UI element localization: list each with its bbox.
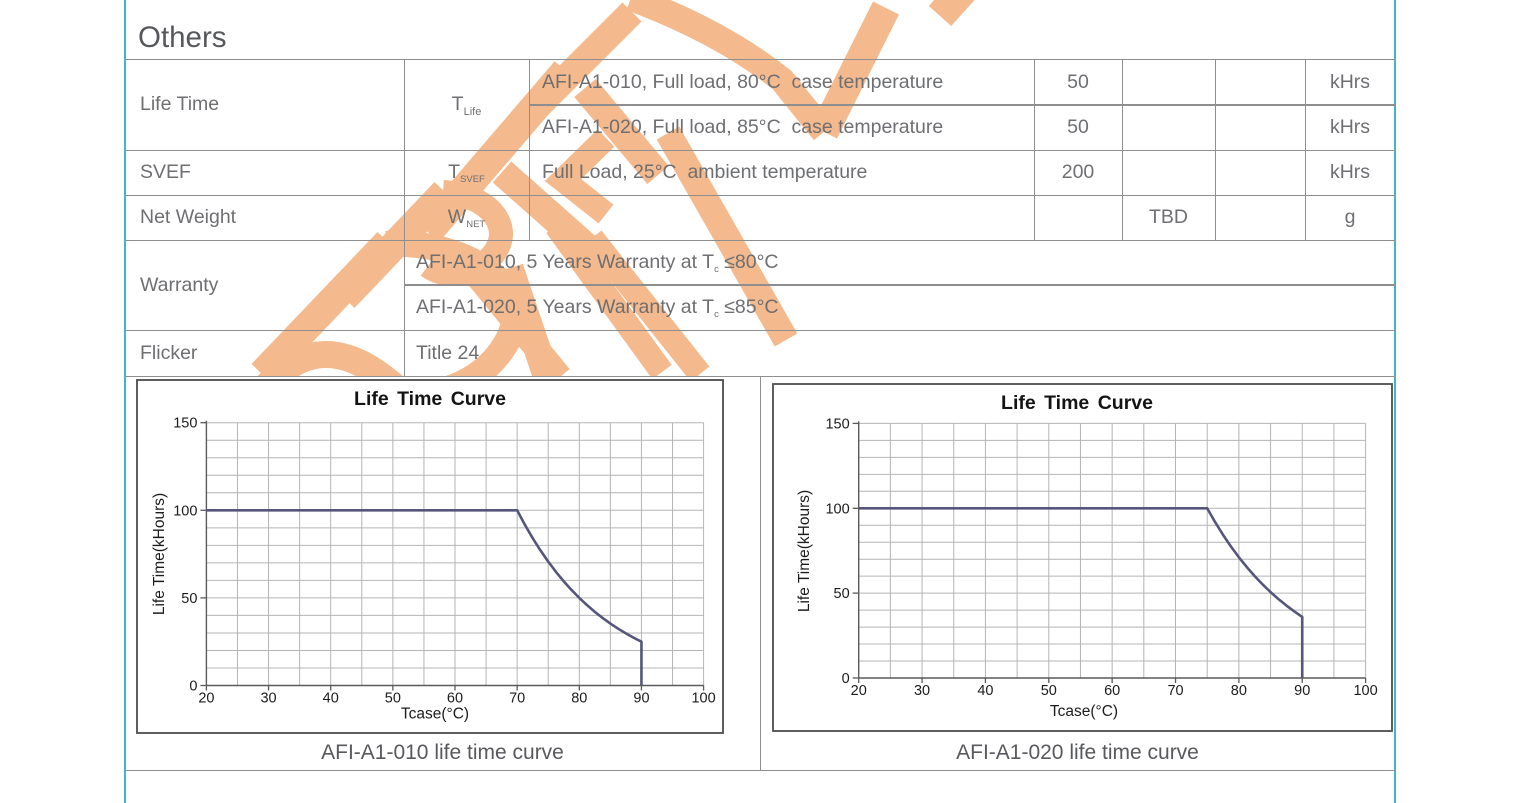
- svg-text:0: 0: [842, 671, 850, 687]
- svg-text:50: 50: [1041, 683, 1057, 699]
- svg-text:50: 50: [181, 591, 197, 607]
- svg-text:150: 150: [173, 416, 197, 432]
- svg-text:100: 100: [691, 691, 715, 707]
- svg-text:90: 90: [1294, 683, 1310, 699]
- svg-text:Life Time(kHours): Life Time(kHours): [796, 490, 813, 612]
- svg-text:70: 70: [509, 691, 525, 707]
- svg-text:80: 80: [571, 691, 587, 707]
- svg-text:60: 60: [447, 691, 463, 707]
- svg-text:20: 20: [851, 683, 867, 699]
- svg-text:60: 60: [1104, 683, 1120, 699]
- svg-text:50: 50: [385, 691, 401, 707]
- svg-text:90: 90: [633, 691, 649, 707]
- svg-text:Life Time Curve: Life Time Curve: [1001, 392, 1153, 414]
- svg-text:150: 150: [825, 416, 849, 432]
- svg-text:30: 30: [260, 691, 276, 707]
- svg-text:30: 30: [914, 683, 930, 699]
- svg-text:Life Time Curve: Life Time Curve: [354, 388, 506, 410]
- svg-text:70: 70: [1167, 683, 1183, 699]
- svg-text:100: 100: [1353, 683, 1377, 699]
- svg-text:Life Time(kHours): Life Time(kHours): [151, 493, 168, 615]
- svg-text:Tcase(°C): Tcase(°C): [401, 706, 469, 723]
- svg-text:Tcase(°C): Tcase(°C): [1050, 703, 1118, 720]
- svg-text:80: 80: [1231, 683, 1247, 699]
- svg-text:20: 20: [198, 691, 214, 707]
- svg-text:40: 40: [323, 691, 339, 707]
- svg-text:100: 100: [173, 503, 197, 519]
- svg-text:40: 40: [977, 683, 993, 699]
- svg-text:100: 100: [825, 501, 849, 517]
- svg-text:0: 0: [189, 679, 197, 695]
- svg-text:50: 50: [834, 586, 850, 602]
